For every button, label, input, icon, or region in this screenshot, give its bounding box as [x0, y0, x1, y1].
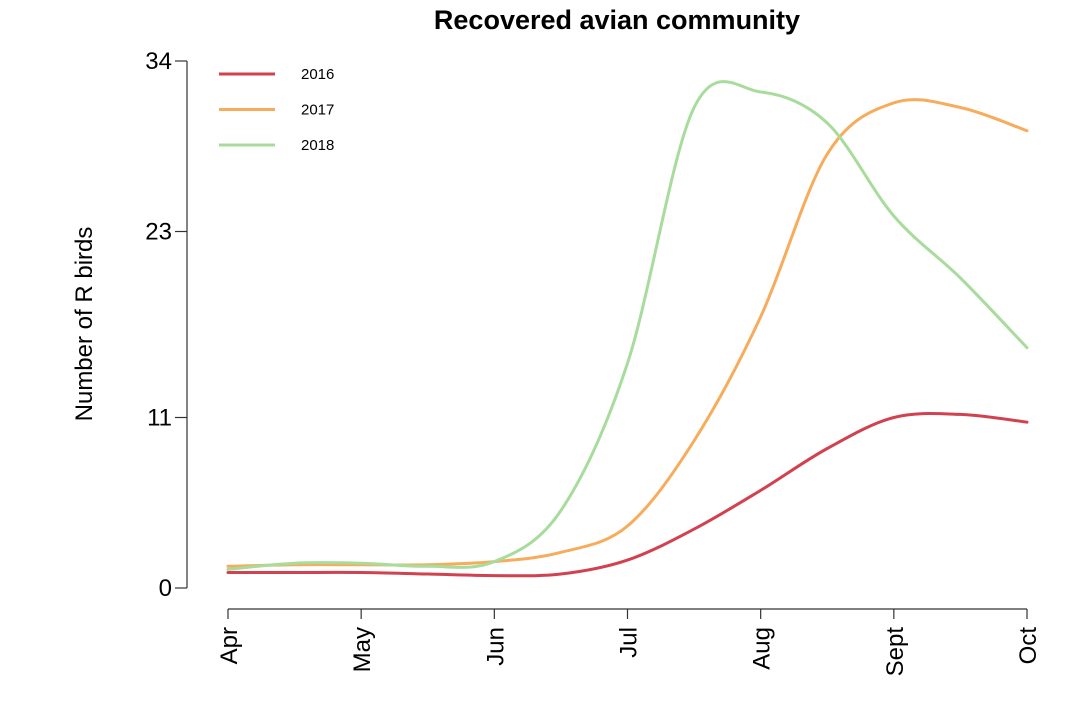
series-line-2016 — [226, 412, 1029, 578]
y-tick-label: 23 — [145, 219, 172, 246]
x-tick-label: Sept — [882, 627, 909, 677]
y-axis-label: Number of R birds — [71, 227, 98, 422]
x-tick-label: Jun — [482, 627, 509, 666]
series-line-2017 — [226, 98, 1029, 568]
x-tick-label: Apr — [216, 627, 243, 664]
y-tick-label: 34 — [145, 48, 172, 75]
x-tick-label: Jul — [616, 627, 643, 658]
axes: 0 11 23 34 Apr May Jun Jul Aug Sept Oct — [145, 48, 1042, 676]
y-tick-label: 11 — [147, 405, 172, 432]
legend-label-2017: 2017 — [301, 102, 334, 119]
series-line-2018 — [226, 80, 1029, 571]
legend: 2016 2017 2018 — [219, 66, 334, 154]
x-tick-label: May — [349, 627, 376, 672]
x-tick-label: Oct — [1015, 627, 1042, 665]
y-tick-label: 0 — [159, 575, 172, 602]
legend-label-2016: 2016 — [301, 66, 334, 83]
chart-title: Recovered avian community — [434, 5, 800, 35]
series-group — [226, 80, 1029, 578]
legend-label-2018: 2018 — [301, 137, 334, 154]
x-tick-label: Aug — [749, 627, 776, 670]
